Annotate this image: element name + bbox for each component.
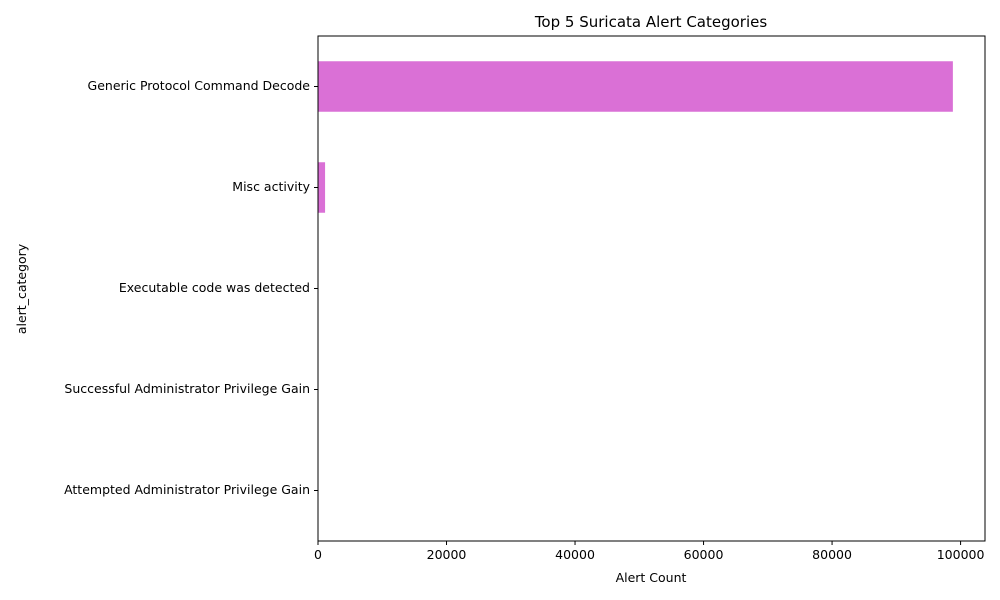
x-tick-label: 0 bbox=[314, 547, 322, 562]
y-tick-label: Generic Protocol Command Decode bbox=[88, 78, 311, 93]
bars bbox=[318, 61, 953, 516]
y-tick-label: Successful Administrator Privilege Gain bbox=[64, 381, 310, 396]
x-tick-label: 20000 bbox=[427, 547, 467, 562]
plot-frame bbox=[317, 35, 986, 542]
x-tick-label: 80000 bbox=[812, 547, 852, 562]
y-axis-label: alert_category bbox=[14, 243, 29, 334]
y-tick-label: Attempted Administrator Privilege Gain bbox=[64, 482, 310, 497]
y-tick-label: Misc activity bbox=[232, 179, 310, 194]
x-tick-label: 40000 bbox=[555, 547, 595, 562]
x-axis-label: Alert Count bbox=[616, 570, 687, 585]
x-axis-ticks: 0 20000 40000 60000 80000 100000 bbox=[314, 541, 984, 562]
bar bbox=[318, 162, 326, 213]
bar bbox=[318, 61, 953, 112]
chart-title: Top 5 Suricata Alert Categories bbox=[534, 13, 768, 31]
y-tick-label: Executable code was detected bbox=[119, 280, 310, 295]
x-tick-label: 100000 bbox=[937, 547, 985, 562]
x-tick-label: 60000 bbox=[684, 547, 724, 562]
y-axis-ticks: Generic Protocol Command Decode Misc acti… bbox=[64, 78, 318, 497]
